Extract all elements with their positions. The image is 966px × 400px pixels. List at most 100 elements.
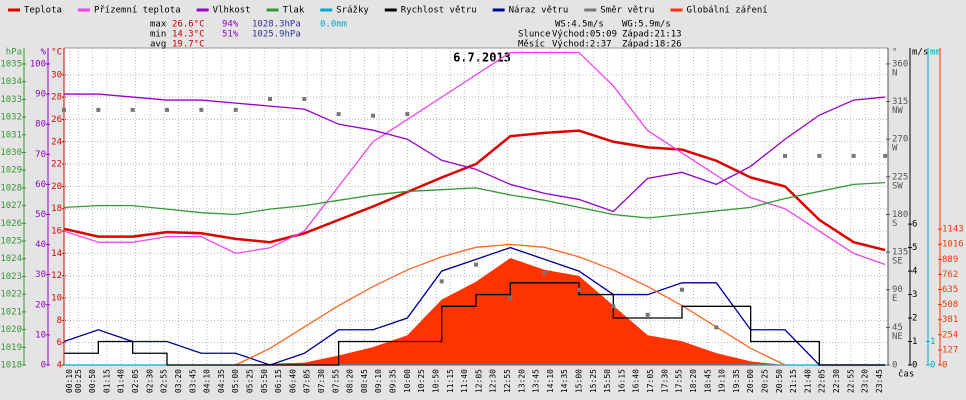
x-tick-label: 08:45 <box>360 369 369 393</box>
y-tick-label: 20 <box>35 300 46 310</box>
legend-label: Přízemní teplota <box>94 6 181 16</box>
legend-label: Tlak <box>283 6 305 16</box>
x-tick-label: 09:10 <box>374 369 383 393</box>
direction-point <box>783 153 787 158</box>
axis-title: °C <box>51 48 62 58</box>
y-tick-label: 0 <box>41 361 46 371</box>
stat-text: min <box>150 30 166 40</box>
y-tick-label: 0 <box>930 361 935 371</box>
stat-text: 94% <box>222 20 239 30</box>
axis-title: mm <box>930 48 941 58</box>
y-tick-label: 90 <box>892 285 903 295</box>
y-tick-label: 30 <box>35 270 46 280</box>
info-text: WG:5.9m/s <box>622 20 671 30</box>
x-tick-label: 07:05 <box>303 369 312 393</box>
direction-point <box>130 107 135 112</box>
x-tick-label: 01:15 <box>102 369 111 393</box>
series-area <box>64 258 886 365</box>
y-tick-label: 1024 <box>0 254 22 264</box>
y-tick-label: 1016 <box>942 240 964 250</box>
stat-text: 26.6°C <box>172 20 205 30</box>
stat-text: 19.7°C <box>172 40 205 50</box>
x-tick-label: 07:30 <box>317 369 326 393</box>
direction-point <box>714 325 719 330</box>
x-tick-label: 09:35 <box>389 369 398 393</box>
legend-label: Náraz větru <box>509 6 569 16</box>
x-tick-label: 03:20 <box>174 369 183 393</box>
y-tick-label: 508 <box>942 300 958 310</box>
x-tick-label: 10:25 <box>417 369 426 393</box>
x-tick-label: 04:10 <box>203 369 212 393</box>
legend-label: Globální záření <box>686 6 767 16</box>
y-tick-label: 1019 <box>0 343 22 353</box>
y-tick-label: 762 <box>942 270 958 280</box>
y-tick-label: 381 <box>942 315 958 325</box>
x-tick-label: 12:55 <box>503 369 512 393</box>
x-tick-label: 17:55 <box>675 369 684 393</box>
x-tick-label: 05:25 <box>245 369 254 393</box>
y-tick-label: 30 <box>51 70 62 80</box>
x-tick-label: 12:30 <box>489 369 498 393</box>
y-tick-label: 80 <box>35 120 46 130</box>
x-axis-label: čas <box>898 369 914 380</box>
y-tick-label: 360 <box>892 59 908 69</box>
stat-text: 1028.3hPa <box>252 20 301 30</box>
stat-text: 51% <box>222 30 239 40</box>
series-line <box>64 282 886 366</box>
x-tick-label: 20:50 <box>775 369 784 393</box>
y-tick-label: 6 <box>57 338 62 348</box>
x-tick-label: 00:25 <box>74 369 83 393</box>
direction-point <box>680 287 684 292</box>
y-tick-label: 180 <box>892 210 908 220</box>
x-tick-label: 18:20 <box>689 369 698 393</box>
info-text: Východ:05:09 <box>552 30 617 40</box>
x-tick-label: 11:15 <box>446 369 455 393</box>
series-line <box>235 243 786 366</box>
direction-point <box>268 97 272 102</box>
y-tick-label: 1020 <box>0 325 22 335</box>
y-tick-label: 889 <box>942 255 958 265</box>
x-tick-label: 15:00 <box>575 369 584 393</box>
info-text: Měsíc <box>518 40 545 50</box>
x-tick-label: 23:45 <box>875 369 884 393</box>
info-text: Západ:21:13 <box>622 30 682 40</box>
direction-point <box>96 107 101 112</box>
series-line <box>64 93 886 213</box>
direction-point <box>474 262 478 267</box>
x-tick-label: 13:20 <box>517 369 526 393</box>
info-text: WS:4.5m/s <box>555 20 604 30</box>
y-tick-label: 40 <box>35 240 46 250</box>
y-tick-name: SW <box>892 181 903 191</box>
axis-title: ° <box>892 48 897 58</box>
direction-point <box>883 153 888 158</box>
x-tick-label: 10:00 <box>403 369 412 393</box>
x-tick-label: 22:55 <box>846 369 855 393</box>
y-tick-label: 10 <box>35 330 46 340</box>
legend-label: Směr větru <box>600 6 654 16</box>
x-tick-label: 17:30 <box>660 369 669 393</box>
y-tick-label: 45 <box>892 323 903 333</box>
legend-label: Rychlost větru <box>401 6 477 16</box>
y-tick-label: 1023 <box>0 272 22 282</box>
y-tick-label: 1143 <box>942 225 964 235</box>
y-tick-label: 127 <box>942 345 958 355</box>
y-tick-label: 18 <box>51 204 62 214</box>
y-tick-label: 10 <box>51 294 62 304</box>
direction-point <box>371 113 375 118</box>
legend-label: Vlhkost <box>213 6 251 16</box>
direction-point <box>577 287 581 292</box>
x-tick-label: 05:50 <box>260 369 269 393</box>
x-tick-label: 22:05 <box>818 369 827 393</box>
axis-title: hPa <box>6 48 22 58</box>
y-tick-label: 1018 <box>0 361 22 371</box>
direction-point <box>817 153 822 158</box>
y-tick-label: 225 <box>892 172 908 182</box>
x-tick-label: 05:00 <box>231 369 240 393</box>
info-text: Západ:18:26 <box>622 40 682 50</box>
x-tick-label: 00:50 <box>88 369 97 393</box>
x-tick-label: 04:35 <box>217 369 226 393</box>
y-tick-label: 1021 <box>0 307 22 317</box>
stat-text: avg <box>150 40 166 50</box>
legend-label: Srážky <box>336 6 369 16</box>
y-tick-label: 70 <box>35 150 46 160</box>
